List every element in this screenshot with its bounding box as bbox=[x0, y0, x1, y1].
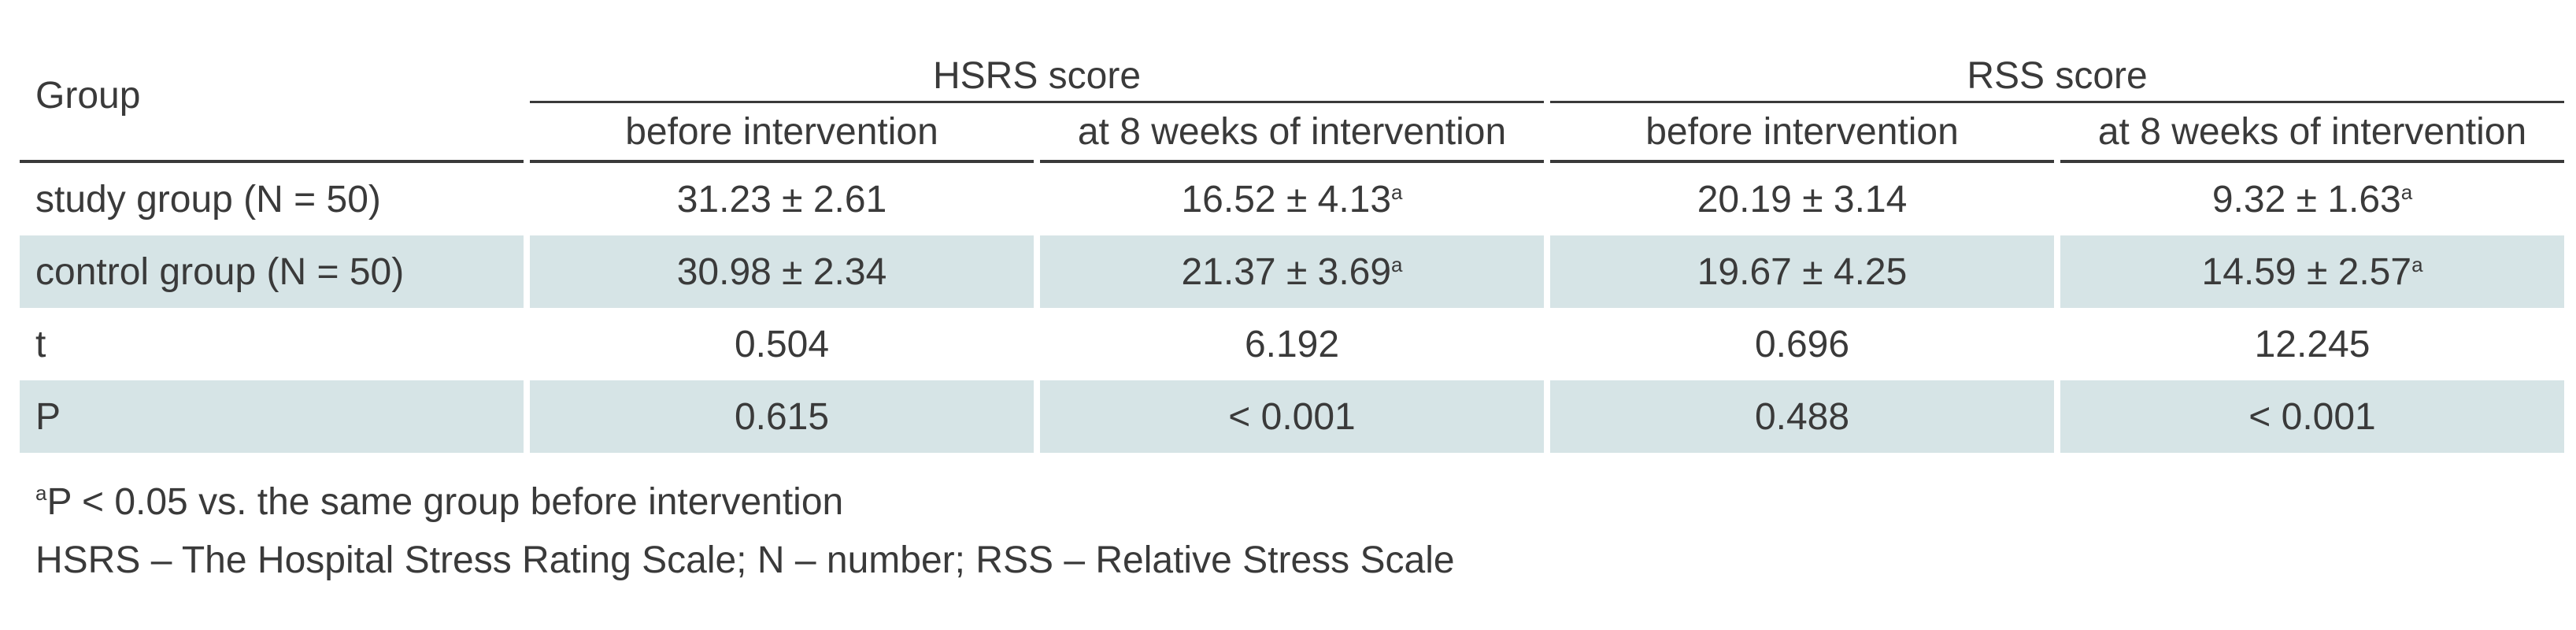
table-cell: 0.696 bbox=[1754, 323, 1850, 365]
table-cell: 0.615 bbox=[530, 380, 1034, 453]
row-label: control group (N = 50) bbox=[20, 235, 524, 308]
footnote-a: aP < 0.05 vs. the same group before inte… bbox=[35, 473, 2556, 532]
table-cell: 16.52 ± 4.13a bbox=[1181, 178, 1403, 220]
header-row-sub: before intervention at 8 weeks of interv… bbox=[20, 103, 2565, 163]
hsrs-score-header: HSRS score bbox=[530, 32, 1545, 103]
rss-score-header: RSS score bbox=[1550, 32, 2565, 103]
hsrs-8weeks-header: at 8 weeks of intervention bbox=[1040, 103, 1545, 163]
table-cell: 21.37 ± 3.69a bbox=[1040, 235, 1545, 308]
table-cell: 19.67 ± 4.25 bbox=[1550, 235, 2055, 308]
row-label: study group (N = 50) bbox=[35, 178, 381, 220]
table-footnotes: aP < 0.05 vs. the same group before inte… bbox=[20, 473, 2556, 590]
table-cell: < 0.001 bbox=[1040, 380, 1545, 453]
abbreviations-note: HSRS – The Hospital Stress Rating Scale;… bbox=[35, 539, 1455, 581]
group-column-header: Group bbox=[20, 32, 524, 163]
header-row-super: Group HSRS score RSS score bbox=[20, 32, 2565, 163]
row-label: P bbox=[20, 380, 524, 453]
results-table-figure: Group HSRS score RSS score before interv… bbox=[20, 32, 2565, 590]
table-cell: 9.32 ± 1.63a bbox=[2211, 178, 2413, 220]
table-row-t: t 0.504 6.192 0.696 12.245 bbox=[20, 308, 2564, 380]
table-row-study-group: study group (N = 50) 31.23 ± 2.61 16.52 … bbox=[20, 163, 2564, 235]
table-cell: 0.504 bbox=[734, 323, 830, 365]
table-cell: < 0.001 bbox=[2060, 380, 2565, 453]
table-cell: 20.19 ± 3.14 bbox=[1697, 178, 1908, 220]
rss-before-header: before intervention bbox=[1550, 103, 2055, 163]
table-row-control-group: control group (N = 50) 30.98 ± 2.34 21.3… bbox=[20, 235, 2565, 308]
table-row-p: P 0.615 < 0.001 0.488 < 0.001 bbox=[20, 380, 2565, 453]
table-cell: 14.59 ± 2.57a bbox=[2060, 235, 2565, 308]
table-cell: 6.192 bbox=[1244, 323, 1340, 365]
table-cell: 0.488 bbox=[1550, 380, 2055, 453]
footnote-mark: a bbox=[35, 481, 47, 505]
rss-8weeks-header: at 8 weeks of intervention bbox=[2060, 103, 2565, 163]
results-table: Group HSRS score RSS score before interv… bbox=[13, 32, 2570, 453]
hsrs-before-header: before intervention bbox=[530, 103, 1034, 163]
row-label: t bbox=[35, 323, 46, 365]
table-cell: 31.23 ± 2.61 bbox=[676, 178, 887, 220]
table-cell: 30.98 ± 2.34 bbox=[530, 235, 1034, 308]
footnote-a-text: P < 0.05 vs. the same group before inter… bbox=[46, 481, 844, 523]
table-cell: 12.245 bbox=[2254, 323, 2371, 365]
